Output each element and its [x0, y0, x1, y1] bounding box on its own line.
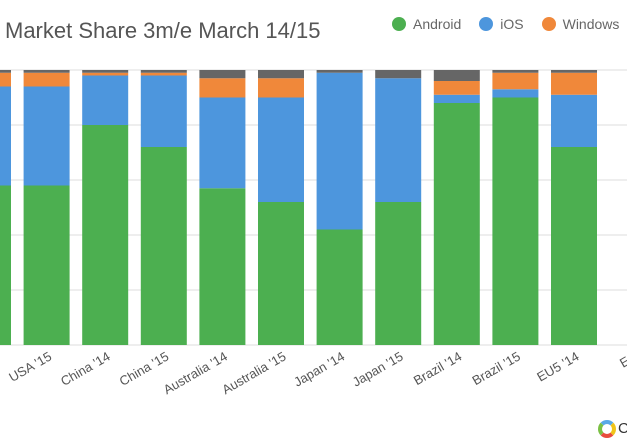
bar-segment-other-7[interactable]	[375, 70, 422, 79]
x-tick-label-4: Australia '14	[161, 349, 230, 398]
brand-logo-icon	[598, 420, 616, 438]
bar-segment-android-3[interactable]	[140, 147, 187, 345]
bar-segment-ios-2[interactable]	[82, 75, 129, 126]
bar-segment-other-3[interactable]	[140, 70, 187, 73]
legend: Android iOS Windows	[392, 16, 619, 32]
bar-segment-windows-5[interactable]	[258, 78, 304, 98]
legend-item-android[interactable]: Android	[392, 16, 461, 32]
legend-dot-windows-icon	[541, 17, 556, 31]
bar-segment-other-10[interactable]	[551, 70, 597, 73]
bar-segment-other-4[interactable]	[199, 70, 246, 79]
bar-segment-android-8[interactable]	[433, 103, 480, 345]
x-tick-label-8: Brazil '14	[411, 349, 464, 389]
bar-segment-other-0[interactable]	[0, 70, 11, 73]
bar-segment-android-1[interactable]	[23, 185, 70, 346]
legend-label-windows: Windows	[562, 16, 620, 32]
bar-segment-ios-4[interactable]	[199, 97, 246, 189]
legend-item-ios[interactable]: iOS	[479, 16, 524, 32]
bar-segment-windows-4[interactable]	[199, 78, 246, 98]
x-tick-label-11: EU	[617, 349, 627, 371]
bar-segment-ios-10[interactable]	[551, 94, 597, 147]
bar-segment-windows-10[interactable]	[551, 72, 597, 95]
x-tick-label-6: Japan '14	[291, 349, 347, 390]
bar-segment-ios-5[interactable]	[258, 97, 304, 203]
bar-segment-other-1[interactable]	[23, 70, 70, 73]
bar-segment-windows-9[interactable]	[492, 72, 539, 90]
bar-segment-android-6[interactable]	[316, 229, 363, 346]
brand-logo-text: C	[618, 420, 627, 437]
bar-segment-android-2[interactable]	[82, 125, 129, 345]
bar-segment-other-5[interactable]	[258, 70, 304, 79]
bar-segment-ios-9[interactable]	[492, 89, 539, 98]
bar-segment-android-5[interactable]	[258, 202, 304, 345]
bar-segment-other-8[interactable]	[433, 70, 480, 81]
bar-segment-windows-0[interactable]	[0, 72, 11, 87]
bar-segment-windows-8[interactable]	[433, 81, 480, 95]
bar-segment-ios-1[interactable]	[23, 86, 70, 186]
bar-segment-windows-2[interactable]	[82, 72, 129, 76]
x-tick-label-5: Australia '15	[219, 349, 288, 398]
x-tick-label-2: China '14	[58, 349, 113, 389]
x-tick-label-7: Japan '15	[350, 349, 406, 390]
x-tick-label-9: Brazil '15	[469, 349, 522, 389]
x-tick-label-1: USA '15	[6, 349, 54, 385]
legend-item-windows[interactable]: Windows	[541, 16, 620, 32]
bar-segment-other-2[interactable]	[82, 70, 129, 73]
bar-segment-windows-3[interactable]	[140, 72, 187, 76]
legend-label-android: Android	[413, 16, 462, 32]
legend-dot-android-icon	[392, 17, 406, 31]
bar-segment-windows-1[interactable]	[23, 72, 70, 87]
bar-segment-ios-0[interactable]	[0, 86, 11, 186]
bar-segment-android-0[interactable]	[0, 185, 11, 346]
bar-segment-android-4[interactable]	[199, 188, 246, 345]
legend-label-ios: iOS	[500, 16, 524, 32]
legend-dot-ios-icon	[479, 17, 494, 31]
bar-segment-android-10[interactable]	[551, 147, 597, 345]
bar-segment-ios-8[interactable]	[433, 94, 480, 103]
bar-segment-android-7[interactable]	[375, 202, 422, 345]
bar-segment-ios-3[interactable]	[140, 75, 187, 148]
bar-segment-android-9[interactable]	[492, 97, 539, 346]
chart-title: l Market Share 3m/e March 14/15	[0, 18, 321, 43]
bar-segment-ios-6[interactable]	[316, 72, 363, 230]
bar-segment-other-9[interactable]	[492, 70, 539, 73]
bar-segment-ios-7[interactable]	[375, 78, 422, 202]
x-tick-label-10: EU5 '14	[534, 349, 581, 385]
bar-segment-other-6[interactable]	[316, 70, 363, 73]
